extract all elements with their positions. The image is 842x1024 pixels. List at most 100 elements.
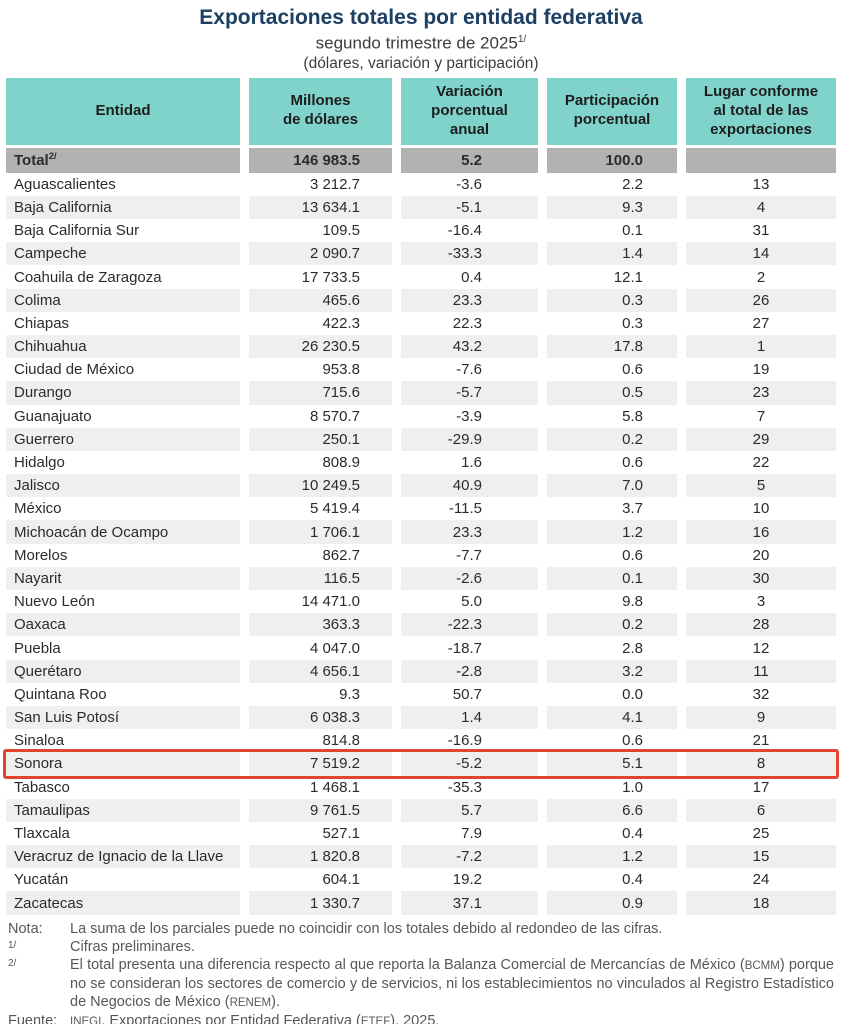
lugar-cell: 22	[752, 454, 770, 471]
variacion-cell: 22.3	[401, 311, 547, 335]
participacion-cell: 1.0	[547, 775, 686, 799]
entity-name-cell: Veracruz de Ignacio de la Llave	[6, 845, 249, 869]
millones-cell: 5 419.4	[249, 497, 401, 521]
lugar-cell: 11	[686, 659, 836, 683]
millones-cell: 422.3	[249, 311, 401, 335]
acronym-token: INEGI	[70, 1015, 102, 1024]
participacion-cell: 0.6	[547, 450, 686, 475]
lugar-cell: 20	[752, 546, 770, 564]
millones-cell: 604.1	[249, 868, 401, 892]
lugar-cell: 3	[756, 593, 766, 611]
table-row: Guanajuato 8 570.7 -3.9 5.8 7	[6, 404, 836, 428]
participacion-cell: 9.3	[547, 195, 686, 220]
lugar-cell: 29	[686, 427, 836, 451]
note-row: 2/El total presenta una diferencia respe…	[8, 956, 834, 1012]
note-token: Cifras preliminares.	[70, 938, 195, 955]
total-participacion-cell: 100.0	[547, 147, 686, 173]
column-header-entidad: Entidad	[6, 77, 249, 148]
entity-name-cell: Chihuahua	[6, 334, 249, 359]
table-row: Ciudad de México 953.8 -7.6 0.6 19	[6, 358, 836, 382]
table-row: Tlaxcala 527.1 7.9 0.4 25	[6, 821, 836, 846]
millones-cell: 1 330.7	[249, 891, 401, 915]
entity-name-cell: Aguascalientes	[6, 172, 249, 196]
variacion-cell: -2.8	[401, 659, 547, 683]
subtitle-text: segundo trimestre de 2025	[315, 33, 518, 53]
total-lugar-cell	[686, 147, 836, 173]
variacion-cell: -11.5	[401, 497, 547, 521]
millones-cell: 814.8	[249, 729, 401, 753]
note-label: Nota:	[8, 920, 43, 937]
entity-name-cell: Colima	[6, 288, 249, 312]
entity-name-cell: Baja California	[6, 195, 249, 220]
lugar-cell: 6	[686, 798, 836, 822]
participacion-cell: 12.1	[547, 265, 686, 289]
participacion-cell: 7.0	[547, 474, 686, 498]
millones-cell: 116.5	[249, 566, 401, 591]
note-text: La suma de los parciales puede no coinci…	[70, 920, 834, 938]
lugar-cell: 31	[752, 222, 770, 240]
note-text: El total presenta una diferencia respect…	[70, 956, 834, 1012]
millones-cell: 862.7	[249, 543, 401, 567]
lugar-cell: 14	[686, 242, 836, 266]
entity-name-cell: Durango	[6, 381, 249, 405]
title-block: Exportaciones totales por entidad federa…	[0, 0, 842, 73]
entity-name-cell: Zacatecas	[6, 891, 249, 915]
note-token: El total presenta una diferencia respect…	[70, 956, 745, 973]
variacion-cell: -35.3	[401, 775, 547, 799]
table-row: Quintana Roo 9.3 50.7 0.0 32	[6, 682, 836, 706]
millones-cell: 808.9	[249, 450, 401, 475]
participacion-cell: 0.4	[547, 821, 686, 846]
lugar-cell: 8	[686, 752, 836, 776]
millones-cell: 4 656.1	[249, 659, 401, 683]
variacion-cell: -3.6	[401, 172, 547, 196]
variacion-cell: -7.2	[401, 845, 547, 869]
participacion-cell: 0.6	[547, 729, 686, 753]
participacion-cell: 1.2	[547, 520, 686, 544]
acronym-token: ETEF	[360, 1015, 391, 1024]
variacion-cell: -7.6	[401, 358, 547, 382]
millones-cell: 8 570.7	[249, 404, 401, 428]
participacion-cell: 0.9	[547, 891, 686, 915]
total-row: Total2/ 146 983.5 5.2 100.0	[6, 147, 836, 173]
participacion-cell: 0.1	[547, 219, 686, 243]
millones-cell: 13 634.1	[249, 195, 401, 220]
variacion-cell: 5.7	[401, 798, 547, 822]
column-header-participacion: Participación porcentual	[547, 77, 686, 148]
table-row: Durango 715.6 -5.7 0.5 23	[6, 381, 836, 405]
variacion-cell: -2.6	[401, 566, 547, 591]
entity-name-cell: Chiapas	[6, 311, 249, 335]
participacion-cell: 3.2	[547, 659, 686, 683]
table-row: Nayarit 116.5 -2.6 0.1 30	[6, 566, 836, 591]
lugar-cell: 5	[686, 474, 836, 498]
variacion-cell: 50.7	[401, 682, 547, 706]
entity-name-cell: Yucatán	[6, 868, 249, 892]
lugar-cell: 12	[752, 639, 770, 657]
variacion-cell: 40.9	[401, 474, 547, 498]
table-row: Hidalgo 808.9 1.6 0.6 22	[6, 450, 836, 475]
variacion-cell: -22.3	[401, 613, 547, 637]
lugar-cell: 18	[686, 891, 836, 915]
acronym-token: BCMM	[744, 959, 780, 972]
entity-name-cell: Michoacán de Ocampo	[6, 520, 249, 544]
lugar-cell: 19	[752, 361, 770, 379]
entity-name-cell: Hidalgo	[6, 450, 249, 475]
table-body: Total2/ 146 983.5 5.2 100.0 Aguascalient…	[6, 147, 836, 915]
millones-cell: 1 820.8	[249, 845, 401, 869]
entity-name-cell: Campeche	[6, 242, 249, 266]
page-title: Exportaciones totales por entidad federa…	[199, 6, 643, 29]
table-row: Oaxaca 363.3 -22.3 0.2 28	[6, 613, 836, 637]
entity-name-cell: Puebla	[6, 636, 249, 660]
millones-cell: 10 249.5	[249, 474, 401, 498]
variacion-cell: 23.3	[401, 288, 547, 312]
subtitle-footnote-marker: 1/	[517, 34, 527, 45]
entity-name-cell: Baja California Sur	[6, 219, 249, 243]
lugar-cell: 4	[686, 195, 836, 220]
millones-cell: 465.6	[249, 288, 401, 312]
participacion-cell: 0.1	[547, 566, 686, 591]
variacion-cell: -16.4	[401, 219, 547, 243]
entity-name-cell: Nayarit	[6, 566, 249, 591]
subtitle: segundo trimestre de 20251/	[0, 30, 842, 54]
table-row: Morelos 862.7 -7.7 0.6 20	[6, 543, 836, 567]
participacion-cell: 0.4	[547, 868, 686, 892]
variacion-cell: -29.9	[401, 427, 547, 451]
